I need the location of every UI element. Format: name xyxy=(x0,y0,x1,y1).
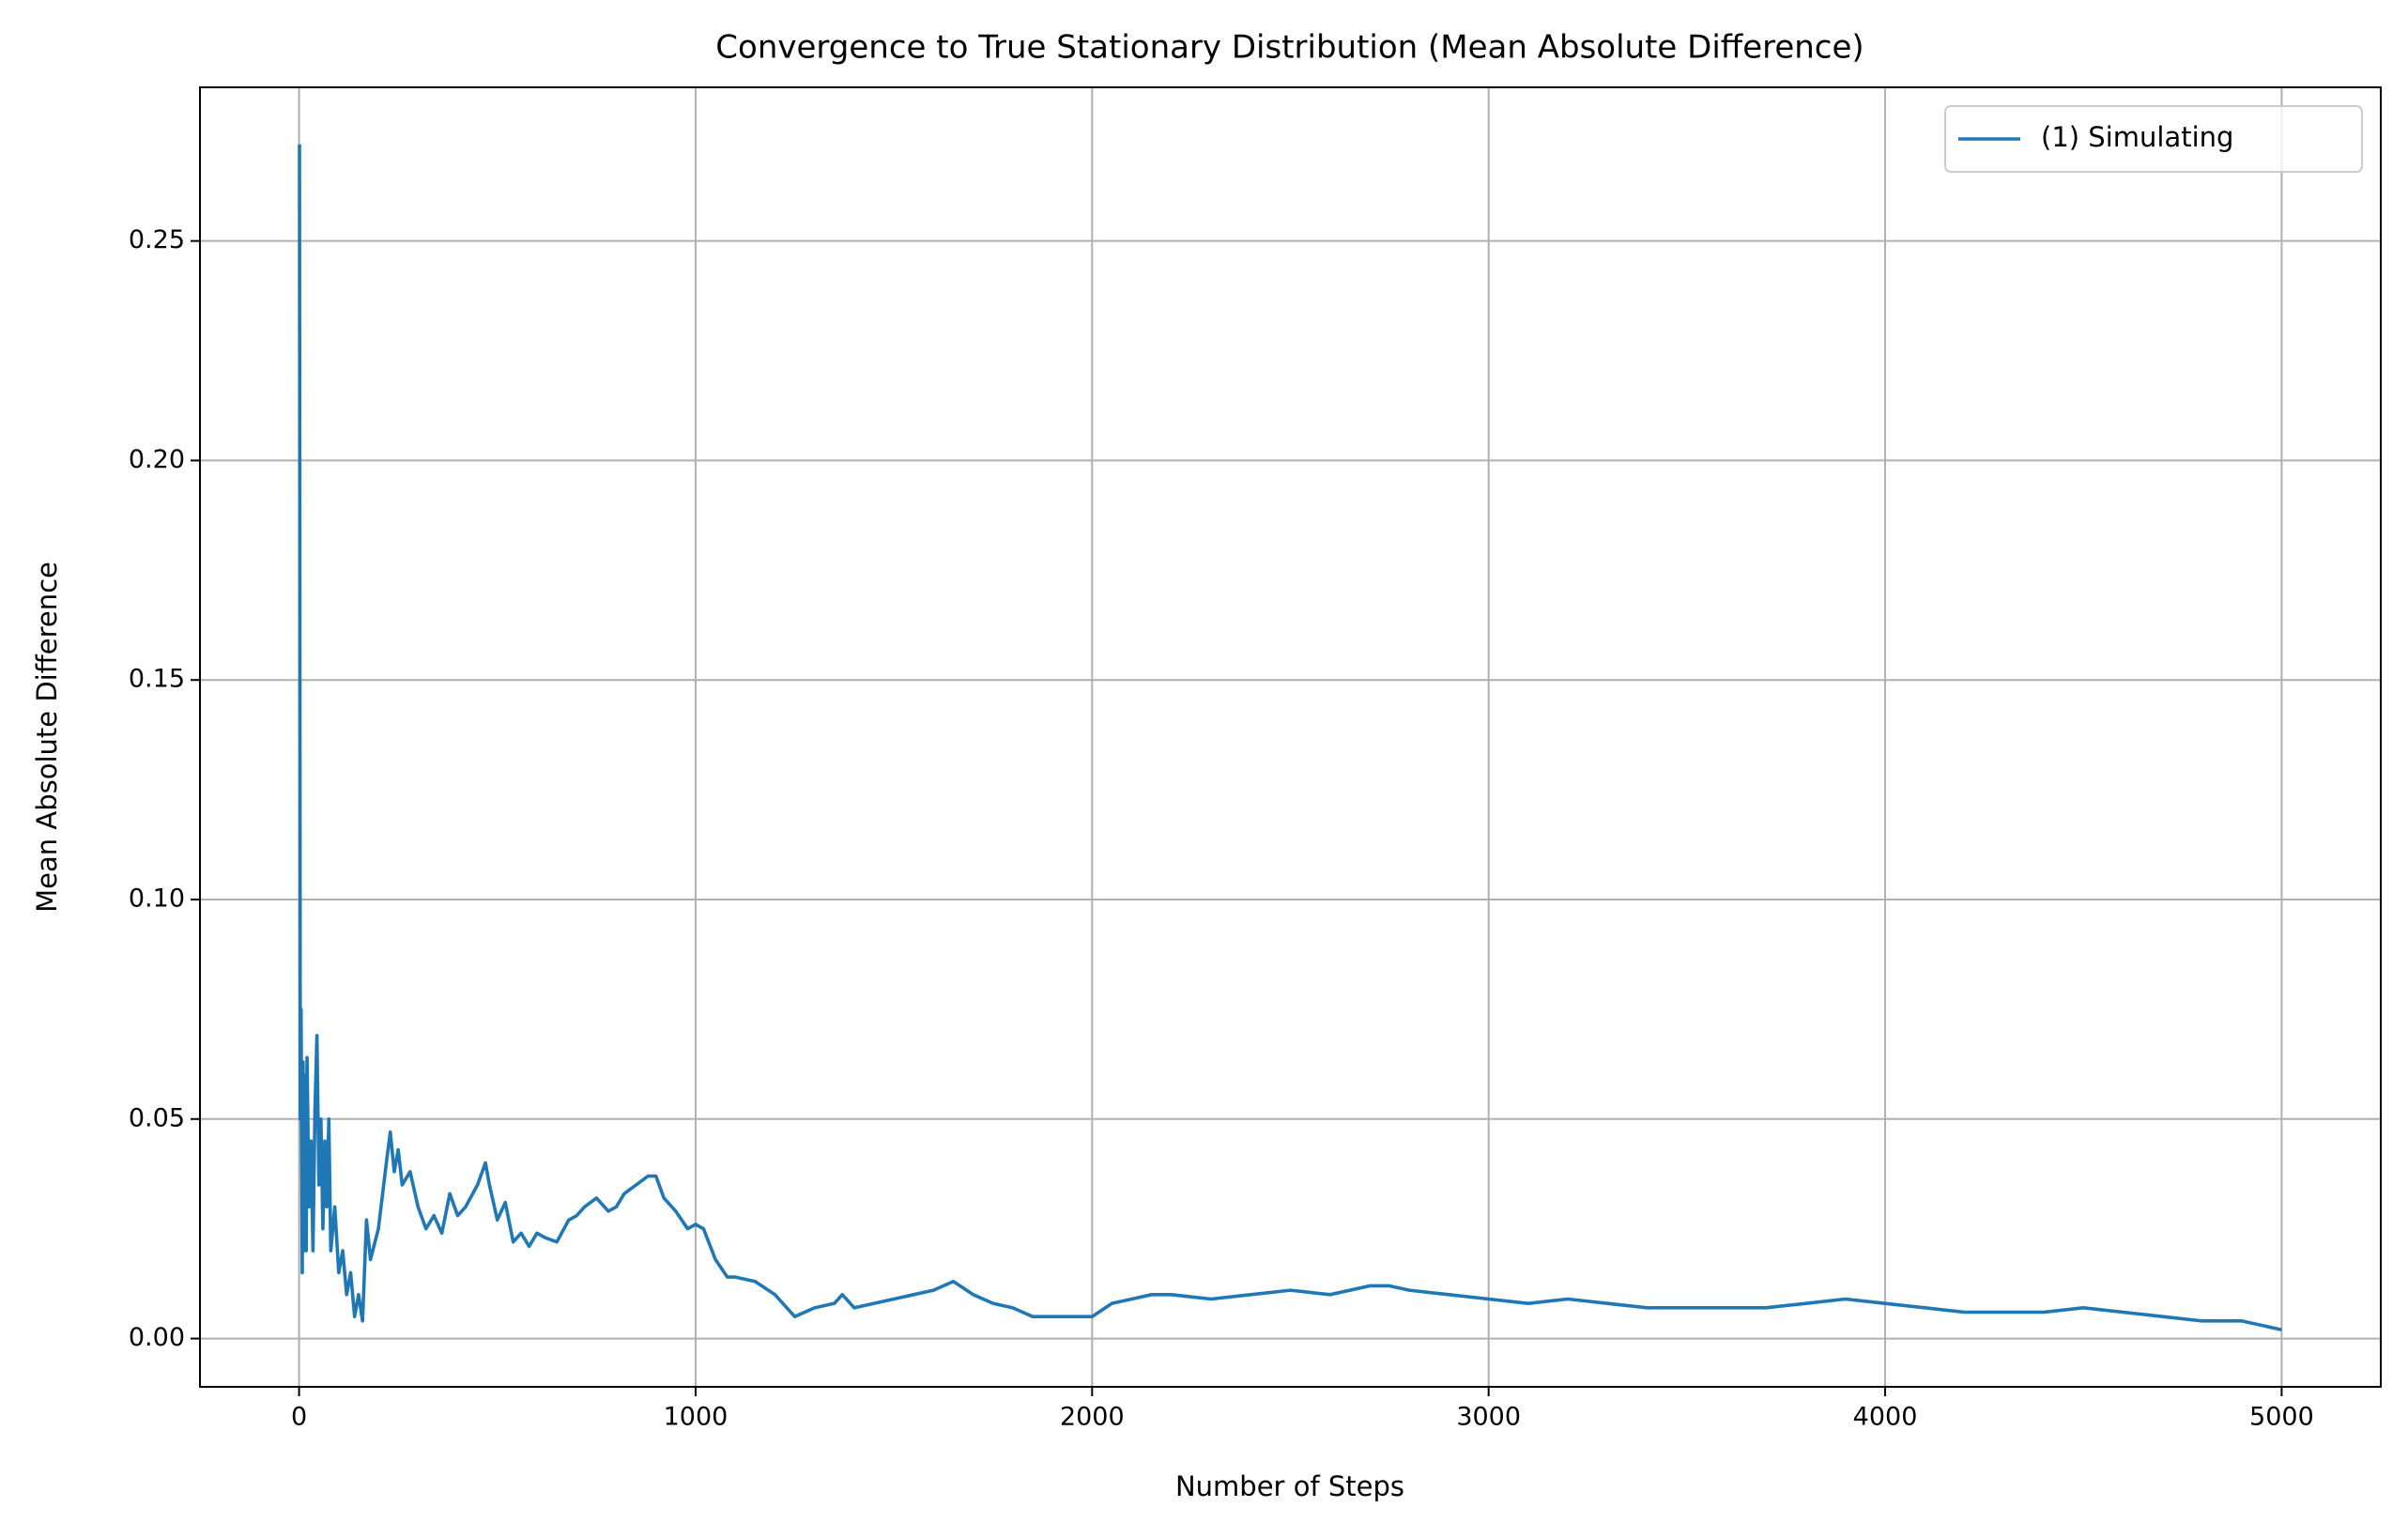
legend-label: (1) Simulating xyxy=(2041,121,2233,153)
legend: (1) Simulating xyxy=(1944,105,2363,173)
x-tick-label: 1000 xyxy=(664,1403,729,1432)
x-axis-label: Number of Steps xyxy=(1175,1470,1404,1502)
y-tick-label: 0.10 xyxy=(129,884,185,914)
y-tick-label: 0.25 xyxy=(129,225,185,254)
x-tick-label: 3000 xyxy=(1456,1403,1521,1432)
y-axis-label: Mean Absolute Difference xyxy=(31,561,63,913)
x-tick-label: 4000 xyxy=(1853,1403,1918,1432)
axes-frame xyxy=(199,86,2382,1388)
x-tick-label: 2000 xyxy=(1060,1403,1125,1432)
legend-box xyxy=(1944,105,2363,173)
y-tick-label: 0.00 xyxy=(129,1323,185,1352)
chart-title: Convergence to True Stationary Distribut… xyxy=(715,29,1864,67)
x-tick-label: 5000 xyxy=(2249,1403,2314,1432)
y-tick-label: 0.15 xyxy=(129,665,185,694)
y-tick-label: 0.05 xyxy=(129,1103,185,1132)
data-line xyxy=(298,144,2282,1331)
y-tick-label: 0.20 xyxy=(129,445,185,474)
x-tick-label: 0 xyxy=(291,1403,307,1432)
